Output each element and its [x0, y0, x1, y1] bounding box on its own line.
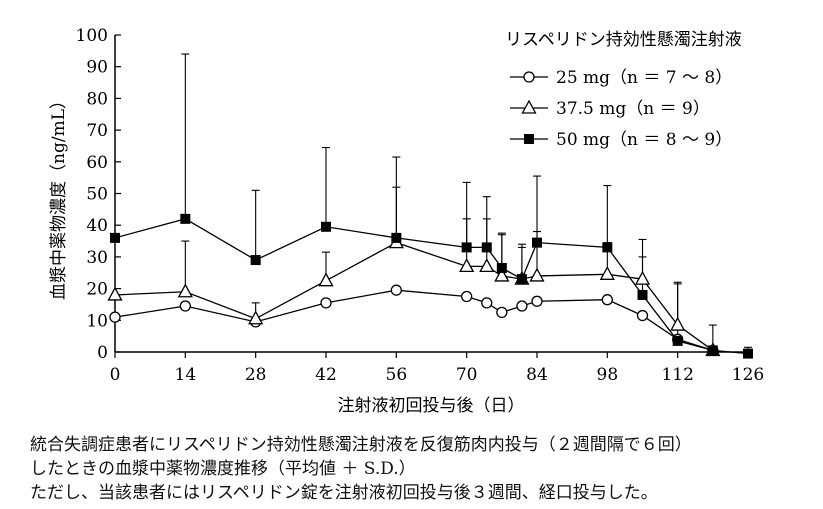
- data-point-2: [672, 335, 683, 346]
- data-point-0: [320, 297, 332, 309]
- data-point-1: [494, 267, 510, 282]
- data-point-0: [481, 297, 493, 309]
- data-point-2: [321, 221, 331, 232]
- x-tick-label: 56: [386, 365, 408, 385]
- data-point-1: [634, 270, 651, 285]
- data-point-2: [481, 242, 492, 253]
- caption-line-3: ただし、当該患者にはリスペリドン錠を注射液初回投与後３週間、経口投与した。: [30, 483, 658, 503]
- x-axis-label: 注射液初回投与後（日）: [338, 396, 525, 416]
- data-point-2: [461, 242, 472, 253]
- data-point-1: [670, 316, 686, 331]
- series-line-0: [114, 289, 714, 352]
- data-point-0: [109, 311, 121, 323]
- data-point-1: [318, 272, 334, 287]
- legend-label-1: 37.5 mg（n ＝ 9）: [556, 99, 710, 119]
- data-point-1: [248, 310, 264, 325]
- concentration-chart: 0 10 20 30 40 50 60 70 80 90 100 0 14 28 42 56 70 84 98 112…: [49, 26, 765, 416]
- legend-title: リスペリドン持効性懸濁注射液: [505, 30, 742, 50]
- data-point-2: [602, 242, 613, 253]
- x-tick-label: 84: [526, 365, 548, 385]
- legend-label-2: 50 mg（n ＝ 8 〜 9）: [556, 130, 732, 150]
- x-tick-label: 14: [175, 365, 197, 385]
- data-point-1: [177, 283, 193, 298]
- y-tick-label: 10: [86, 311, 108, 331]
- y-tick-label: 90: [86, 58, 108, 78]
- data-point-2: [110, 232, 120, 243]
- data-point-2: [516, 274, 527, 285]
- data-point-0: [496, 306, 508, 319]
- data-point-0: [461, 290, 473, 303]
- data-point-1: [107, 286, 123, 301]
- data-point-2: [743, 348, 753, 359]
- series-markers: [107, 213, 753, 359]
- x-tick-label: 126: [732, 365, 764, 385]
- data-point-2: [496, 262, 507, 273]
- x-tick-label: 112: [661, 365, 693, 385]
- y-tick-label: 20: [86, 280, 108, 300]
- legend-marker-2: [524, 134, 534, 144]
- x-tick-label: 98: [597, 365, 619, 385]
- data-point-1: [529, 267, 545, 282]
- data-point-0: [636, 309, 649, 322]
- data-point-1: [479, 258, 495, 273]
- y-tick-label: 100: [76, 26, 108, 46]
- y-tick-label: 0: [97, 343, 108, 363]
- legend: リスペリドン持効性懸濁注射液 25 mg（n ＝ 7 〜 8） 37.5 mg（n…: [505, 30, 742, 150]
- y-axis-label: 血漿中薬物濃度（ng/mL）: [49, 92, 69, 300]
- data-point-2: [707, 345, 718, 356]
- data-point-1: [599, 265, 615, 280]
- y-tick-label: 70: [86, 121, 108, 141]
- y-tick-label: 30: [86, 248, 108, 268]
- caption-line-1: 統合失調症患者にリスペリドン持効性懸濁注射液を反復筋肉内投与（２週間隔で６回）: [30, 435, 692, 455]
- x-tick-label: 0: [110, 365, 121, 385]
- x-tick-label: 42: [315, 365, 337, 385]
- data-point-0: [516, 300, 528, 312]
- x-tick-label: 28: [245, 365, 267, 385]
- legend-label-0: 25 mg（n ＝ 7 〜 8）: [556, 68, 732, 88]
- axes: 0 10 20 30 40 50 60 70 80 90 100 0 14 28 42 56 70 84 98 112…: [76, 26, 765, 385]
- legend-marker-1: [521, 99, 537, 114]
- data-point-2: [391, 232, 402, 243]
- y-tick-label: 60: [86, 153, 108, 173]
- y-tick-label: 40: [86, 216, 108, 236]
- data-point-2: [637, 289, 648, 300]
- y-tick-label: 50: [86, 185, 108, 205]
- data-point-0: [179, 300, 191, 312]
- series-line-1: [114, 241, 714, 351]
- data-point-0: [601, 294, 613, 306]
- data-point-2: [532, 237, 542, 248]
- data-point-1: [459, 258, 475, 273]
- data-point-2: [180, 213, 191, 224]
- data-point-2: [250, 255, 261, 266]
- series-lines: [114, 218, 749, 355]
- caption-line-2: したときの血漿中薬物濃度推移（平均値 ＋ S.D.）: [30, 459, 416, 479]
- data-point-0: [390, 284, 402, 296]
- data-point-0: [531, 295, 543, 307]
- y-tick-label: 80: [86, 89, 108, 109]
- x-tick-label: 70: [456, 365, 478, 385]
- series-line-2: [114, 218, 749, 355]
- legend-marker-0: [523, 71, 535, 83]
